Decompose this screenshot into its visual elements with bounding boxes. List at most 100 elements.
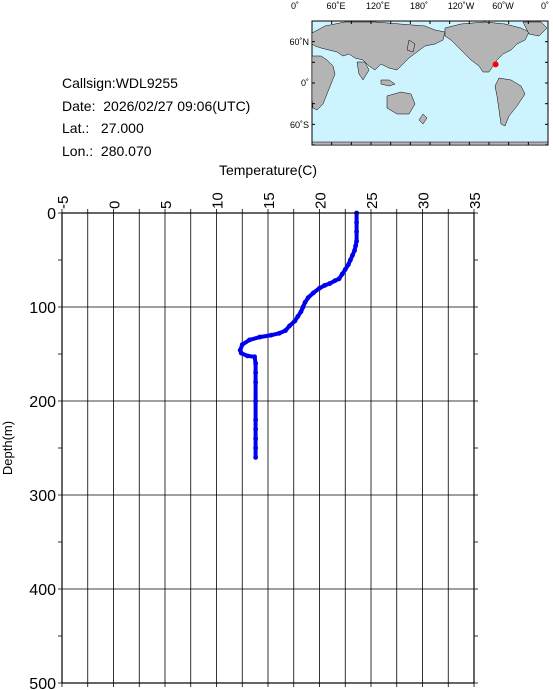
callsign-row: Callsign:WDL9255 <box>62 72 250 95</box>
map-lat-tick-label: 60˚N <box>289 37 309 47</box>
data-point <box>352 248 357 254</box>
x-tick-labels: -5 0 5 10 15 20 25 30 35 <box>55 192 484 209</box>
data-point <box>247 337 252 343</box>
data-point <box>295 314 301 319</box>
y-tick-label: 300 <box>29 488 56 505</box>
map-frame-ticks <box>311 20 549 146</box>
data-point <box>253 361 259 366</box>
land-north-america <box>444 21 530 73</box>
data-point <box>253 398 259 404</box>
map-lat-tick-label: 0˚ <box>301 78 309 88</box>
temperature-series <box>237 210 359 460</box>
land-australia <box>386 91 416 115</box>
data-point <box>253 379 259 385</box>
land-africa <box>311 55 336 111</box>
date-row: Date: 2026/02/27 09:06(UTC) <box>62 95 250 118</box>
y-tick-label: 100 <box>29 300 56 317</box>
date-value: 2026/02/27 09:06(UTC) <box>103 97 251 114</box>
map-lon-tick-label: 0˚ <box>291 1 299 11</box>
data-point <box>287 323 293 329</box>
lon-row: Lon.: 280.070 <box>62 140 250 163</box>
map-lon-tick-label: 60˚E <box>326 1 345 11</box>
land-eurasia <box>311 21 446 71</box>
data-point <box>339 271 345 277</box>
y-tick-label: 400 <box>29 582 56 599</box>
world-map: 0˚ 60˚E 120˚E 180˚ 120˚W 60˚W 0˚ 60˚N 0˚… <box>285 0 553 152</box>
date-label: Date: <box>62 97 96 114</box>
x-tick-label: 30 <box>416 192 433 209</box>
plot-frame <box>61 212 475 684</box>
data-point <box>253 436 259 441</box>
y-tick-label: 200 <box>29 394 56 411</box>
data-point <box>350 252 355 258</box>
x-tick-label: 15 <box>261 192 278 209</box>
lon-label: Lon.: <box>62 142 94 159</box>
data-point <box>332 278 338 284</box>
data-point <box>302 299 308 305</box>
data-point <box>239 342 245 347</box>
data-point <box>253 370 259 376</box>
data-point <box>354 220 359 225</box>
data-point <box>310 290 316 296</box>
lon-value: 280.070 <box>100 142 152 159</box>
map-lon-tick-label: 60˚W <box>492 1 514 11</box>
data-point <box>253 455 259 460</box>
data-point <box>253 417 259 423</box>
land-india <box>356 61 370 81</box>
x-tick-label: -5 <box>55 196 72 209</box>
map-lat-tick-labels: 60˚N 0˚ 60˚S <box>289 37 309 130</box>
map-lon-tick-label: 180˚ <box>410 1 428 11</box>
lat-row: Lat.: 27.000 <box>62 117 250 140</box>
data-point <box>354 238 359 244</box>
data-point <box>305 295 311 300</box>
data-point <box>298 309 304 315</box>
map-lon-tick-label: 120˚W <box>448 1 475 11</box>
data-point <box>268 332 274 338</box>
x-tick-label: 5 <box>158 201 175 209</box>
data-point <box>253 445 259 451</box>
data-point <box>327 281 333 286</box>
data-point <box>245 353 250 359</box>
data-point <box>253 426 259 432</box>
y-tick-label: 0 <box>47 206 56 223</box>
data-point <box>317 285 322 291</box>
x-tick-label: 25 <box>364 192 381 209</box>
x-tick-label: 10 <box>210 192 227 209</box>
y-tick-labels: 0 100 200 300 400 500 <box>29 206 56 690</box>
callsign-label: Callsign: <box>62 75 116 91</box>
data-point <box>300 304 306 310</box>
data-point <box>238 350 244 356</box>
x-tick-label: 35 <box>467 192 484 209</box>
chart-grid <box>58 209 478 687</box>
data-point <box>336 276 342 282</box>
callsign-value: WDL9255 <box>115 75 178 91</box>
data-point <box>345 262 351 268</box>
x-axis-label: Temperature(C) <box>219 162 317 178</box>
data-point <box>292 318 298 324</box>
land-greenland <box>522 21 548 37</box>
y-axis-label: Depth(m) <box>0 421 15 475</box>
map-lon-tick-labels: 0˚ 60˚E 120˚E 180˚ 120˚W 60˚W 0˚ <box>291 1 549 11</box>
lat-label: Lat.: <box>62 120 90 136</box>
land-indonesia <box>380 79 396 87</box>
data-point <box>283 328 288 333</box>
data-point <box>252 354 258 360</box>
station-info: Callsign:WDL9255 Date: 2026/02/27 09:06(… <box>62 72 250 162</box>
data-point <box>257 334 263 340</box>
station-marker <box>492 61 499 68</box>
y-tick-label: 500 <box>29 676 56 690</box>
land-newzealand <box>418 113 428 125</box>
map-lon-tick-label: 0˚ <box>541 1 549 11</box>
x-tick-label: 20 <box>313 192 330 209</box>
map-lat-tick-label: 60˚S <box>290 120 309 130</box>
data-point <box>348 257 353 263</box>
data-point <box>322 282 328 288</box>
world-map-svg: 0˚ 60˚E 120˚E 180˚ 120˚W 60˚W 0˚ 60˚N 0˚… <box>289 1 549 146</box>
data-point <box>353 243 358 249</box>
map-lon-tick-label: 120˚E <box>366 1 390 11</box>
data-point <box>354 229 359 235</box>
lat-value: 27.000 <box>100 120 144 136</box>
data-point <box>342 267 348 272</box>
land-south-america <box>494 77 526 127</box>
